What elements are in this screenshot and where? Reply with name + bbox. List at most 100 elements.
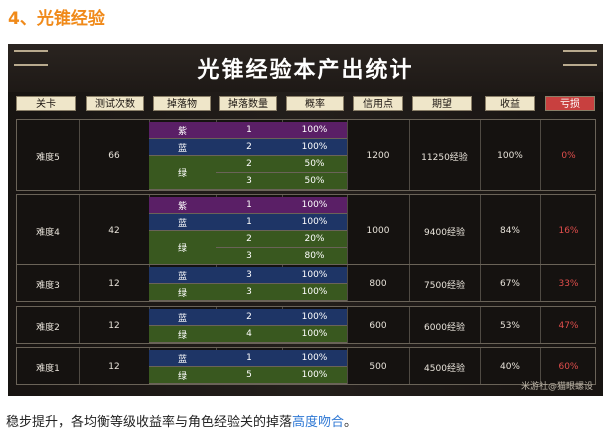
drop-qty: 4: [216, 326, 282, 343]
drop-qty: 1: [216, 122, 282, 139]
column-divider: [409, 265, 410, 301]
drop-prob: 100%: [282, 326, 347, 343]
column-header: 期望: [412, 96, 472, 111]
column-divider: [480, 120, 481, 190]
drop-qty: 1: [216, 214, 282, 231]
table-row: 难度4 42 1000 9400经验 84% 16% 紫蓝绿 1 100% 1 100% 2 20% 3 8…: [16, 194, 596, 266]
column-header: 测试次数: [86, 96, 144, 111]
cell-loss: 16%: [558, 226, 579, 236]
column-divider: [409, 120, 410, 190]
decor-right-ornament: [563, 50, 597, 66]
cell-credits: 1200: [366, 151, 390, 161]
column-header: 亏损: [545, 96, 595, 111]
column-divider: [409, 307, 410, 343]
footer-sentence: 稳步提升，各均衡等级收益率与角色经验关的掉落: [6, 415, 293, 430]
cell-level: 难度3: [36, 280, 60, 291]
cell-credits: 500: [369, 362, 387, 372]
drop-qty: 2: [216, 231, 282, 248]
drop-prob: 100%: [282, 267, 347, 284]
drop-qty: 3: [216, 248, 282, 265]
cell-yield: 100%: [497, 151, 523, 161]
column-header: 掉落物: [153, 96, 211, 111]
drop-item: 蓝: [149, 267, 216, 284]
column-header: 收益: [485, 96, 535, 111]
table-row: 难度1 12 500 4500经验 40% 60% 蓝绿 1 100% 5 100%: [16, 347, 596, 385]
cell-level: 难度5: [36, 152, 60, 163]
drop-prob: 100%: [282, 350, 347, 367]
drop-item: 绿: [149, 367, 216, 384]
cell-expect: 11250经验: [421, 152, 468, 163]
table-row: 难度2 12 600 6000经验 53% 47% 蓝绿 2 100% 4 100%: [16, 306, 596, 344]
cell-level: 难度4: [36, 227, 60, 238]
drop-prob: 100%: [282, 367, 347, 384]
column-divider: [540, 265, 541, 301]
footer-link[interactable]: 高度吻合: [292, 415, 345, 430]
column-divider: [347, 120, 348, 190]
cell-loss: 0%: [561, 151, 576, 161]
drop-prob: 100%: [282, 197, 347, 214]
column-divider: [480, 307, 481, 343]
drop-prob: 80%: [282, 248, 347, 265]
cell-expect: 9400经验: [424, 227, 465, 238]
drop-item: 蓝: [149, 139, 216, 156]
drop-prob: 100%: [282, 214, 347, 231]
cell-expect: 6000经验: [424, 322, 465, 333]
column-divider: [480, 348, 481, 384]
drop-prob: 50%: [282, 156, 347, 173]
drop-qty: 2: [216, 139, 282, 156]
drop-item: 紫: [149, 122, 216, 139]
drop-qty: 3: [216, 173, 282, 190]
cell-tests: 12: [108, 279, 120, 289]
cell-tests: 12: [108, 321, 120, 331]
decor-left-ornament: [14, 50, 48, 66]
cell-tests: 42: [108, 226, 120, 236]
column-header: 关卡: [16, 96, 76, 111]
column-divider: [409, 348, 410, 384]
section-heading: 4、光锥经验: [8, 9, 105, 29]
cell-tests: 66: [108, 151, 120, 161]
drop-qty: 1: [216, 350, 282, 367]
drop-prob: 20%: [282, 231, 347, 248]
drop-qty: 3: [216, 284, 282, 301]
table-row: 难度3 12 800 7500经验 67% 33% 蓝绿 3 100% 3 100%: [16, 264, 596, 302]
cell-yield: 84%: [499, 226, 520, 236]
drop-item: 蓝: [149, 309, 216, 326]
column-divider: [347, 348, 348, 384]
cell-credits: 800: [369, 279, 387, 289]
column-divider: [347, 195, 348, 265]
column-divider: [79, 265, 80, 301]
column-divider: [347, 265, 348, 301]
footer-text: 稳步提升，各均衡等级收益率与角色经验关的掉落高度吻合。: [6, 411, 357, 430]
drop-prob: 100%: [282, 309, 347, 326]
drop-prob: 50%: [282, 173, 347, 190]
table-row: 难度5 66 1200 11250经验 100% 0% 紫蓝绿 1 100% 2 100% 2 50% 3…: [16, 119, 596, 191]
cell-level: 难度1: [36, 363, 60, 374]
column-divider: [480, 265, 481, 301]
cell-expect: 7500经验: [424, 280, 465, 291]
drop-qty: 3: [216, 267, 282, 284]
cell-expect: 4500经验: [424, 363, 465, 374]
column-divider: [79, 307, 80, 343]
drop-item: 绿: [149, 284, 216, 301]
drop-item: 蓝: [149, 214, 216, 231]
cell-loss: 33%: [558, 279, 579, 289]
drop-qty: 2: [216, 156, 282, 173]
banner-header: 光锥经验本产出统计: [8, 44, 603, 92]
drop-prob: 100%: [282, 122, 347, 139]
column-divider: [79, 348, 80, 384]
cell-credits: 600: [369, 321, 387, 331]
banner-title: 光锥经验本产出统计: [197, 58, 414, 83]
cell-loss: 47%: [558, 321, 579, 331]
drop-item: 绿: [149, 326, 216, 343]
drop-qty: 5: [216, 367, 282, 384]
cell-yield: 53%: [499, 321, 520, 331]
column-divider: [79, 195, 80, 265]
stats-image: 光锥经验本产出统计 关卡 测试次数 掉落物 掉落数量 概率 信用点 期望 收益 亏损 难度5 66…: [8, 44, 603, 396]
column-header: 信用点: [353, 96, 403, 111]
footer-period: 。: [344, 415, 358, 430]
cell-loss: 60%: [558, 362, 579, 372]
drop-item: 紫: [149, 197, 216, 214]
column-header: 概率: [286, 96, 344, 111]
cell-credits: 1000: [366, 226, 390, 236]
column-divider: [79, 120, 80, 190]
